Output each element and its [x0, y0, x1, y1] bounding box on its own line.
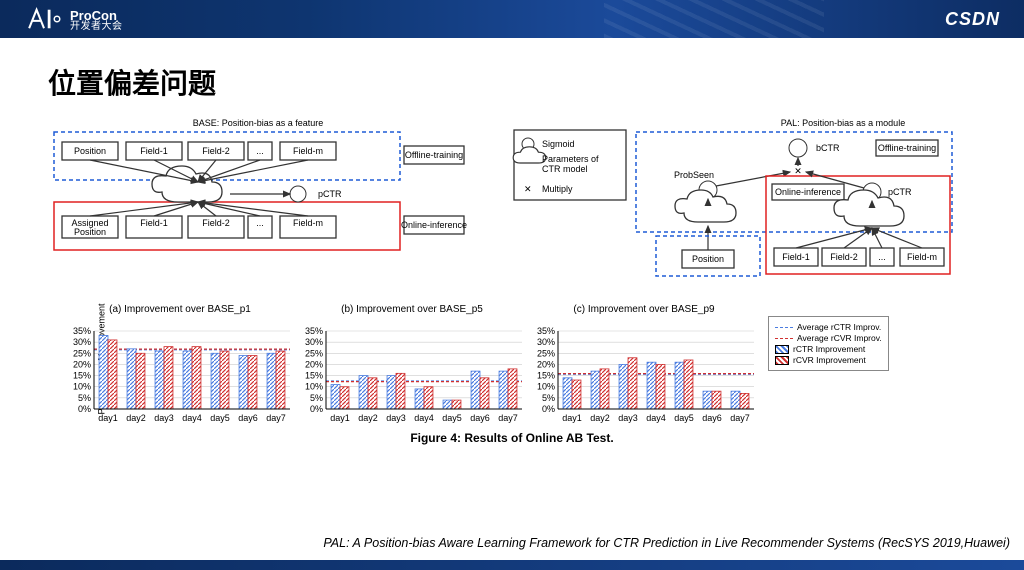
- svg-text:...: ...: [878, 252, 886, 262]
- svg-text:15%: 15%: [305, 371, 323, 381]
- svg-text:35%: 35%: [537, 326, 555, 336]
- svg-text:Online-inference: Online-inference: [401, 220, 467, 230]
- brand-right: CSDN: [945, 9, 1000, 30]
- svg-text:day7: day7: [730, 413, 750, 423]
- svg-text:day6: day6: [702, 413, 722, 423]
- svg-text:20%: 20%: [73, 359, 91, 369]
- svg-text:day6: day6: [238, 413, 258, 423]
- brand-left: ProCon 开发者大会: [24, 6, 123, 32]
- svg-text:Field-2: Field-2: [830, 252, 858, 262]
- svg-text:15%: 15%: [537, 371, 555, 381]
- svg-text:30%: 30%: [305, 337, 323, 347]
- svg-text:day3: day3: [386, 413, 406, 423]
- svg-text:35%: 35%: [305, 326, 323, 336]
- svg-text:30%: 30%: [73, 337, 91, 347]
- svg-text:day3: day3: [154, 413, 174, 423]
- svg-text:0%: 0%: [542, 404, 555, 414]
- svg-text:Offline-training: Offline-training: [878, 143, 936, 153]
- svg-text:BASE: Position-bias as a featu: BASE: Position-bias as a feature: [193, 118, 324, 128]
- svg-text:Field-2: Field-2: [202, 146, 230, 156]
- svg-text:✕: ✕: [794, 166, 802, 176]
- svg-text:0%: 0%: [78, 404, 91, 414]
- svg-text:bCTR: bCTR: [816, 143, 840, 153]
- svg-text:PAL: Position-bias as a module: PAL: Position-bias as a module: [781, 118, 905, 128]
- svg-text:0%: 0%: [310, 404, 323, 414]
- svg-text:day6: day6: [470, 413, 490, 423]
- svg-text:Position: Position: [74, 146, 106, 156]
- svg-text:Field-1: Field-1: [140, 146, 168, 156]
- svg-text:day4: day4: [182, 413, 202, 423]
- diagram-pal: PAL: Position-bias as a module Sigmoid P…: [508, 116, 958, 296]
- svg-text:5%: 5%: [78, 393, 91, 403]
- svg-text:Field-1: Field-1: [782, 252, 810, 262]
- svg-text:Parameters of: Parameters of: [542, 154, 599, 164]
- svg-text:day5: day5: [674, 413, 694, 423]
- svg-text:day2: day2: [590, 413, 610, 423]
- ai-logo-icon: [24, 6, 64, 32]
- diagram-base: BASE: Position-bias as a feature Positio…: [48, 116, 468, 296]
- svg-text:pCTR: pCTR: [318, 189, 342, 199]
- svg-text:5%: 5%: [310, 393, 323, 403]
- svg-text:Offline-training: Offline-training: [405, 150, 463, 160]
- svg-text:35%: 35%: [73, 326, 91, 336]
- slide-header: ProCon 开发者大会 CSDN: [0, 0, 1024, 38]
- svg-text:10%: 10%: [73, 382, 91, 392]
- svg-text:10%: 10%: [305, 382, 323, 392]
- yaxis-label-wrap: Percentage of Improvement: [48, 304, 62, 414]
- svg-text:Multiply: Multiply: [542, 184, 573, 194]
- svg-text:Sigmoid: Sigmoid: [542, 139, 575, 149]
- svg-text:day4: day4: [414, 413, 434, 423]
- svg-text:20%: 20%: [305, 359, 323, 369]
- slide-content: 位置偏差问题 BASE: Position-bias as a feature …: [0, 38, 1024, 445]
- charts-container: (a) Improvement over BASE_p10%5%10%15%20…: [66, 304, 758, 425]
- svg-text:25%: 25%: [305, 348, 323, 358]
- svg-text:day5: day5: [210, 413, 230, 423]
- chart-panel: (b) Improvement over BASE_p50%5%10%15%20…: [298, 304, 526, 425]
- svg-text:day3: day3: [618, 413, 638, 423]
- svg-text:CTR model: CTR model: [542, 164, 588, 174]
- svg-text:15%: 15%: [73, 371, 91, 381]
- charts-row: Percentage of Improvement (a) Improvemen…: [48, 304, 976, 425]
- svg-text:day1: day1: [562, 413, 582, 423]
- svg-text:pCTR: pCTR: [888, 187, 912, 197]
- brand-bot: 开发者大会: [70, 22, 123, 32]
- svg-text:day4: day4: [646, 413, 666, 423]
- chart-panel: (a) Improvement over BASE_p10%5%10%15%20…: [66, 304, 294, 425]
- svg-text:day2: day2: [358, 413, 378, 423]
- chart-panel: (c) Improvement over BASE_p90%5%10%15%20…: [530, 304, 758, 425]
- svg-text:25%: 25%: [537, 348, 555, 358]
- citation: PAL: A Position-bias Aware Learning Fram…: [0, 536, 1016, 550]
- svg-text:10%: 10%: [537, 382, 555, 392]
- svg-text:day7: day7: [498, 413, 518, 423]
- svg-text:25%: 25%: [73, 348, 91, 358]
- svg-text:day5: day5: [442, 413, 462, 423]
- svg-text:...: ...: [256, 218, 264, 228]
- svg-text:ProbSeen: ProbSeen: [674, 170, 714, 180]
- svg-text:day7: day7: [266, 413, 286, 423]
- figure-caption: Figure 4: Results of Online AB Test.: [48, 431, 976, 445]
- svg-text:✕: ✕: [524, 184, 532, 194]
- footer-stripe: [0, 560, 1024, 570]
- svg-text:day2: day2: [126, 413, 146, 423]
- svg-text:20%: 20%: [537, 359, 555, 369]
- svg-text:Field-m: Field-m: [293, 218, 323, 228]
- svg-text:Field-m: Field-m: [907, 252, 937, 262]
- svg-text:day1: day1: [330, 413, 350, 423]
- charts-legend: Average rCTR Improv. Average rCVR Improv…: [768, 316, 889, 371]
- svg-text:Online-inference: Online-inference: [775, 187, 841, 197]
- svg-text:Field-1: Field-1: [140, 218, 168, 228]
- svg-text:Field-m: Field-m: [293, 146, 323, 156]
- svg-text:Position: Position: [74, 227, 106, 237]
- svg-text:5%: 5%: [542, 393, 555, 403]
- svg-text:Field-2: Field-2: [202, 218, 230, 228]
- slide-title: 位置偏差问题: [48, 62, 976, 102]
- svg-text:Position: Position: [692, 254, 724, 264]
- svg-text:30%: 30%: [537, 337, 555, 347]
- svg-text:...: ...: [256, 146, 264, 156]
- svg-text:day1: day1: [98, 413, 118, 423]
